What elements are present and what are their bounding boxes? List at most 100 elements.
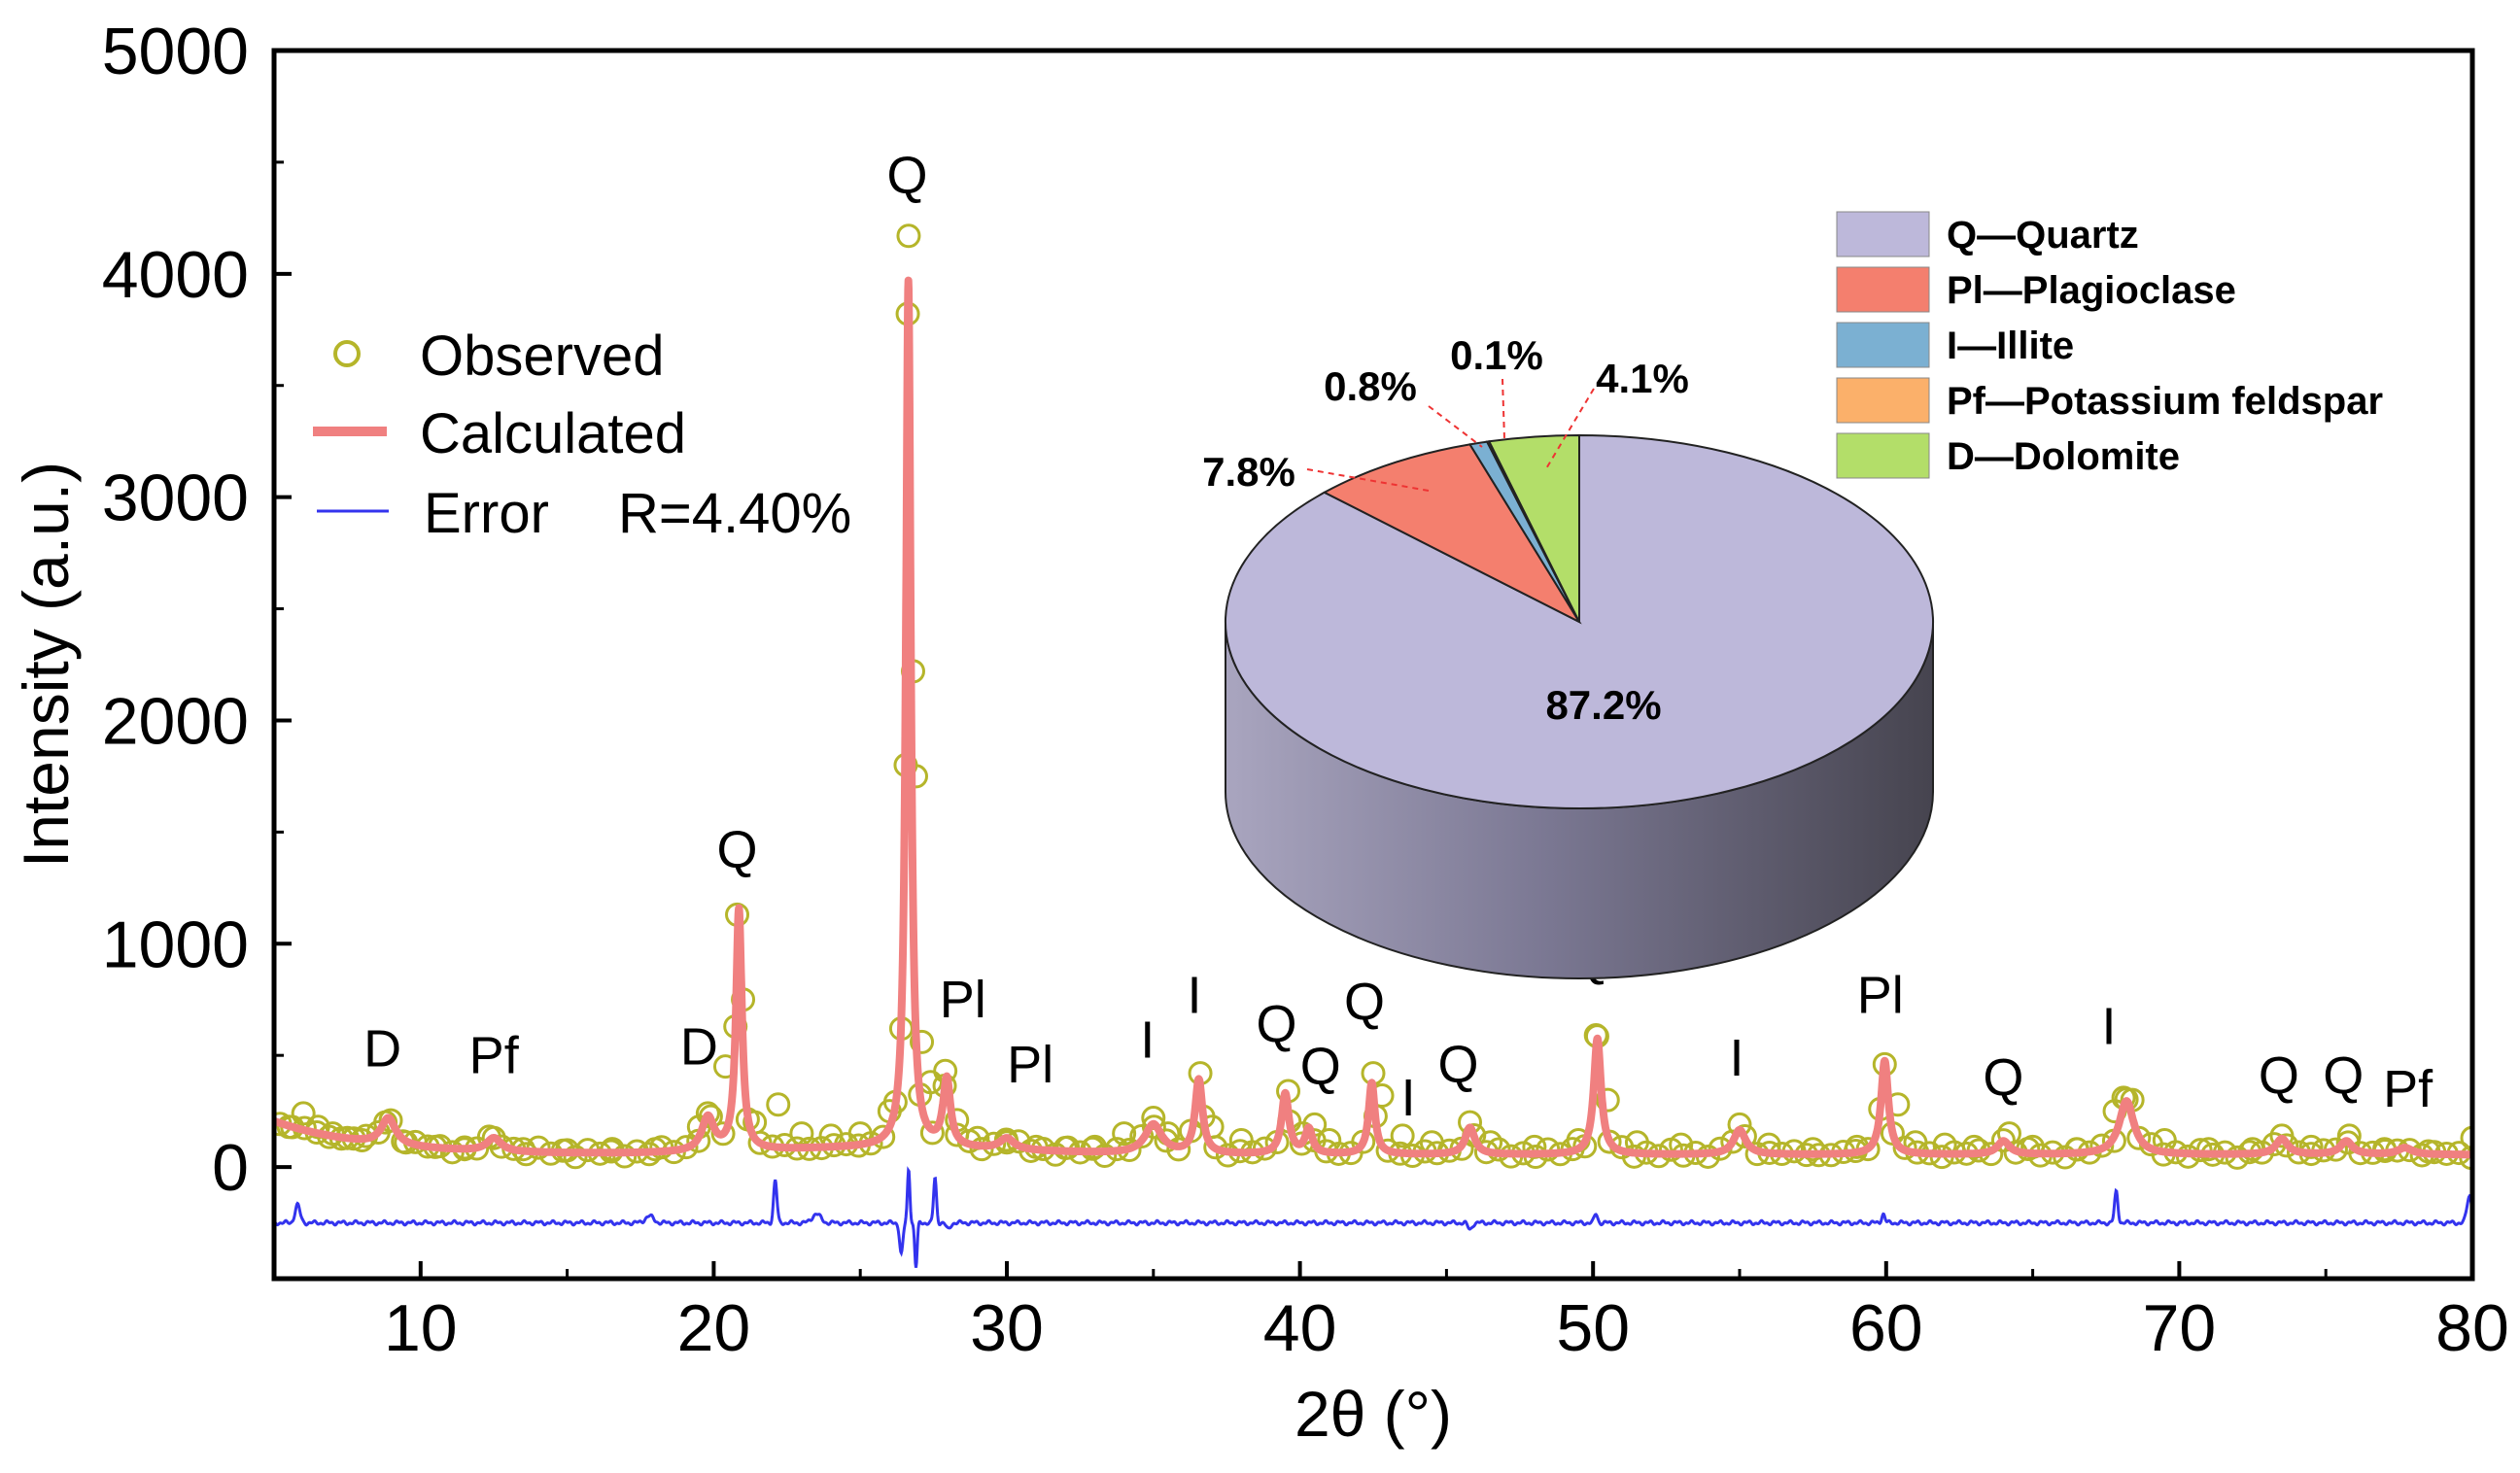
observed-point (910, 1029, 935, 1054)
peak-label: Pf (2383, 1060, 2434, 1118)
x-tick-label: 20 (677, 1291, 751, 1365)
x-tick-label: 10 (384, 1291, 458, 1365)
pie-legend-label: Pf—Potassium feldspar (1947, 380, 2383, 423)
error-line (274, 1166, 2472, 1268)
x-tick-label: 30 (970, 1291, 1044, 1365)
pie-legend-swatch (1836, 377, 1930, 424)
observed-point (2269, 1123, 2295, 1148)
x-tick-label: 60 (1849, 1291, 1923, 1365)
observed-point (2196, 1137, 2222, 1162)
pie-legend-label: Pl—Plagioclase (1947, 269, 2236, 312)
pie-slice (1322, 443, 1582, 625)
peak-label: Pl (1007, 1036, 1053, 1094)
peak-label: D (363, 1020, 401, 1079)
pie-legend-swatch (1836, 322, 1930, 368)
pie-legend-swatch (1836, 211, 1930, 257)
x-tick-label: 80 (2435, 1291, 2509, 1365)
legend-observed-marker (333, 340, 361, 367)
observed-point (1522, 1134, 1547, 1159)
observed-point (695, 1101, 720, 1126)
pie-leader-line (1428, 405, 1483, 448)
peak-label: I (1401, 1069, 1416, 1127)
xrd-pattern-chart: 10 20 30 40 50 60 70 80 0 1000 2000 3000 4000 5000 D P… (10, 15, 2509, 1450)
peak-label: I (1188, 967, 1202, 1025)
peak-label: Q (1300, 1038, 1341, 1096)
axis-ticks: 10 20 30 40 50 60 70 80 0 1000 2000 3000 4000 5000 (102, 15, 2509, 1365)
pie-legend-swatch (1836, 432, 1930, 479)
observed-point (1141, 1114, 1166, 1140)
observed-point (871, 1124, 896, 1149)
observed-point (2460, 1125, 2472, 1150)
peak-labels: DPfDQQPlPlIIQQQIQQIPlQIQQPf (363, 147, 2434, 1127)
y-tick-label: 4000 (102, 238, 249, 312)
pie-legend-label: Q—Quartz (1947, 214, 2139, 257)
peak-label: Q (1256, 995, 1296, 1053)
pie-percent-labels: 87.2% 7.8% 0.8% 0.1% 4.1% (1202, 332, 1689, 728)
x-tick-label: 50 (1556, 1291, 1630, 1365)
peak-label: Q (2323, 1046, 2364, 1105)
y-tick-label: 1000 (102, 908, 249, 981)
observed-point (766, 1092, 791, 1117)
observed-point (291, 1101, 316, 1126)
x-tick-label: 40 (1263, 1291, 1337, 1365)
peak-label: D (680, 1017, 718, 1076)
observed-point (969, 1137, 994, 1162)
observed-point (1595, 1087, 1620, 1113)
calculated-series (274, 276, 2472, 1159)
x-axis-title: 2θ (°) (1295, 1378, 1452, 1450)
observed-point (305, 1114, 330, 1140)
mineral-composition-pie: 87.2% 7.8% 0.8% 0.1% 4.1% Q—Quartz Pl—Plagioc… (1202, 211, 2383, 979)
observed-point (919, 1120, 945, 1146)
observed-point (1390, 1123, 1415, 1148)
x-tick-label: 70 (2143, 1291, 2217, 1365)
peak-label: I (1140, 1011, 1155, 1069)
observed-point (896, 223, 921, 249)
peak-label: Q (717, 821, 758, 879)
observed-point (1112, 1121, 1137, 1147)
peak-label: I (2102, 998, 2117, 1056)
pie-leader-line (1502, 378, 1505, 440)
pie-percent-label: 7.8% (1202, 449, 1295, 495)
error-series (274, 1166, 2472, 1268)
peak-label: Q (1983, 1049, 2023, 1108)
peak-label: Q (2259, 1046, 2299, 1105)
pie-legend-label: D—Dolomite (1947, 435, 2180, 478)
legend-observed-label: Observed (420, 325, 664, 388)
peak-label: Q (1344, 973, 1385, 1031)
pie-percent-label: 0.8% (1324, 363, 1417, 409)
y-tick-label: 2000 (102, 684, 249, 758)
observed-point (563, 1145, 588, 1170)
observed-point (2298, 1134, 2324, 1159)
legend-r-value: R=4.40% (618, 482, 851, 545)
y-axis-title: Intensity (a.u.) (10, 462, 82, 868)
observed-point (1990, 1128, 2016, 1153)
pie-legend-swatch (1836, 266, 1930, 313)
peak-label: I (1729, 1029, 1743, 1087)
observed-point (481, 1125, 506, 1150)
y-tick-label: 3000 (102, 462, 249, 535)
peak-label: Pl (940, 971, 986, 1029)
pie-leader-line (1544, 388, 1595, 471)
pie-percent-label: 87.2% (1545, 682, 1661, 728)
main-legend: Observed Calculated Error R=4.40% (313, 325, 851, 545)
observed-point (1800, 1137, 1825, 1162)
pie-slice (1487, 433, 1580, 623)
pie-percent-label: 4.1% (1596, 356, 1689, 401)
legend-calculated-label: Calculated (420, 402, 686, 465)
plot-frame (271, 48, 2475, 1282)
legend-error-label: Error (424, 482, 549, 545)
y-tick-label: 0 (212, 1131, 249, 1205)
observed-point (710, 1121, 736, 1147)
y-tick-label: 5000 (102, 15, 249, 88)
pie-percent-label: 0.1% (1450, 332, 1543, 378)
peak-label: Pf (469, 1027, 520, 1085)
calculated-line (274, 276, 2472, 1159)
peak-label: Pl (1857, 967, 1904, 1025)
peak-label: Q (1437, 1036, 1478, 1094)
pie-top-slices (1225, 433, 1934, 809)
observed-point (1961, 1134, 1986, 1159)
peak-label: Q (886, 147, 927, 205)
observed-point (2020, 1134, 2046, 1159)
pie-legend-label: I—Illite (1947, 325, 2074, 367)
